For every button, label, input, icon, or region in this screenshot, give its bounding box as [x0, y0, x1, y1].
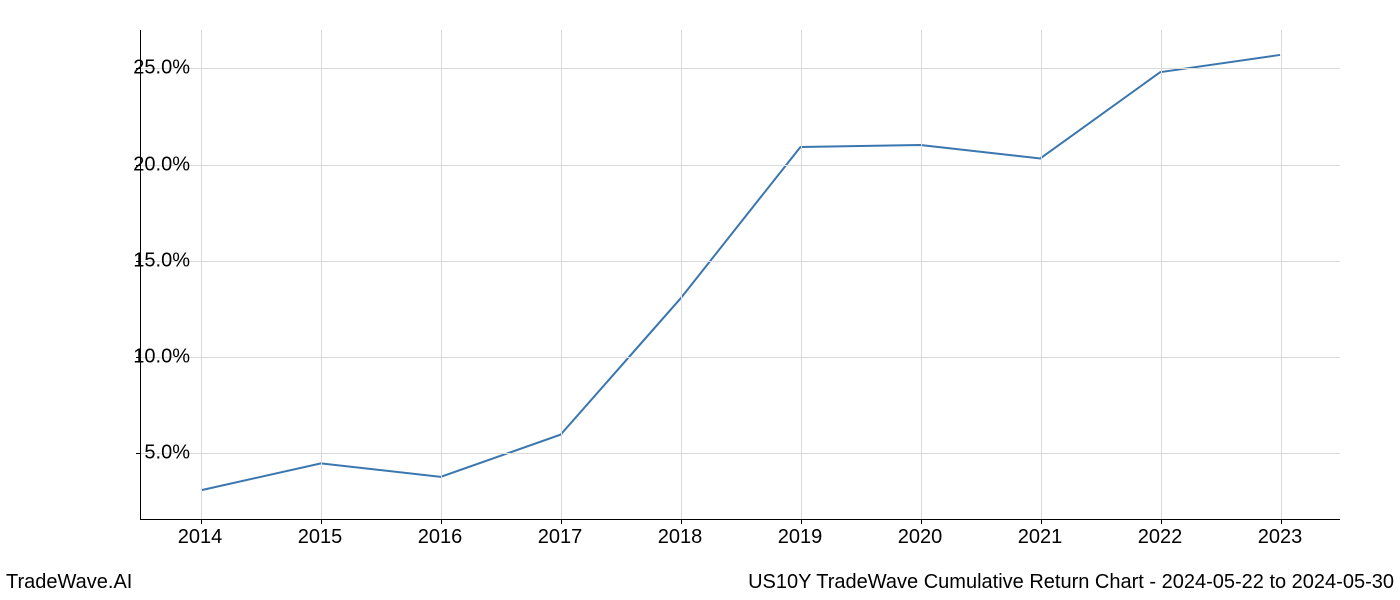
- y-tick-label: 25.0%: [133, 57, 190, 80]
- x-tick: [1161, 519, 1162, 524]
- x-tick: [201, 519, 202, 524]
- x-tick-label: 2021: [1018, 526, 1063, 549]
- y-tick-label: 10.0%: [133, 345, 190, 368]
- x-tick: [801, 519, 802, 524]
- grid-line-horizontal: [141, 261, 1340, 262]
- grid-line-vertical: [1041, 30, 1042, 519]
- y-tick-label: 5.0%: [144, 441, 190, 464]
- grid-line-horizontal: [141, 68, 1340, 69]
- x-tick: [921, 519, 922, 524]
- footer-caption: US10Y TradeWave Cumulative Return Chart …: [748, 571, 1394, 594]
- grid-line-horizontal: [141, 453, 1340, 454]
- x-tick-label: 2015: [298, 526, 343, 549]
- x-tick: [321, 519, 322, 524]
- grid-line-vertical: [201, 30, 202, 519]
- grid-line-vertical: [801, 30, 802, 519]
- x-tick-label: 2022: [1138, 526, 1183, 549]
- x-tick-label: 2017: [538, 526, 583, 549]
- y-tick-label: 20.0%: [133, 153, 190, 176]
- y-tick: [136, 453, 141, 454]
- grid-line-horizontal: [141, 165, 1340, 166]
- x-tick: [681, 519, 682, 524]
- y-tick-label: 15.0%: [133, 249, 190, 272]
- x-tick-label: 2014: [178, 526, 223, 549]
- x-tick: [441, 519, 442, 524]
- x-tick-label: 2020: [898, 526, 943, 549]
- x-tick-label: 2019: [778, 526, 823, 549]
- grid-line-vertical: [441, 30, 442, 519]
- x-tick-label: 2018: [658, 526, 703, 549]
- grid-line-vertical: [561, 30, 562, 519]
- x-tick: [561, 519, 562, 524]
- x-tick-label: 2016: [418, 526, 463, 549]
- x-tick: [1281, 519, 1282, 524]
- footer-brand: TradeWave.AI: [6, 571, 132, 594]
- chart-container: [140, 30, 1340, 520]
- grid-line-vertical: [1161, 30, 1162, 519]
- plot-area: [140, 30, 1340, 520]
- grid-line-vertical: [1281, 30, 1282, 519]
- x-tick-label: 2023: [1258, 526, 1303, 549]
- grid-line-vertical: [321, 30, 322, 519]
- grid-line-vertical: [681, 30, 682, 519]
- x-tick: [1041, 519, 1042, 524]
- grid-line-vertical: [921, 30, 922, 519]
- grid-line-horizontal: [141, 357, 1340, 358]
